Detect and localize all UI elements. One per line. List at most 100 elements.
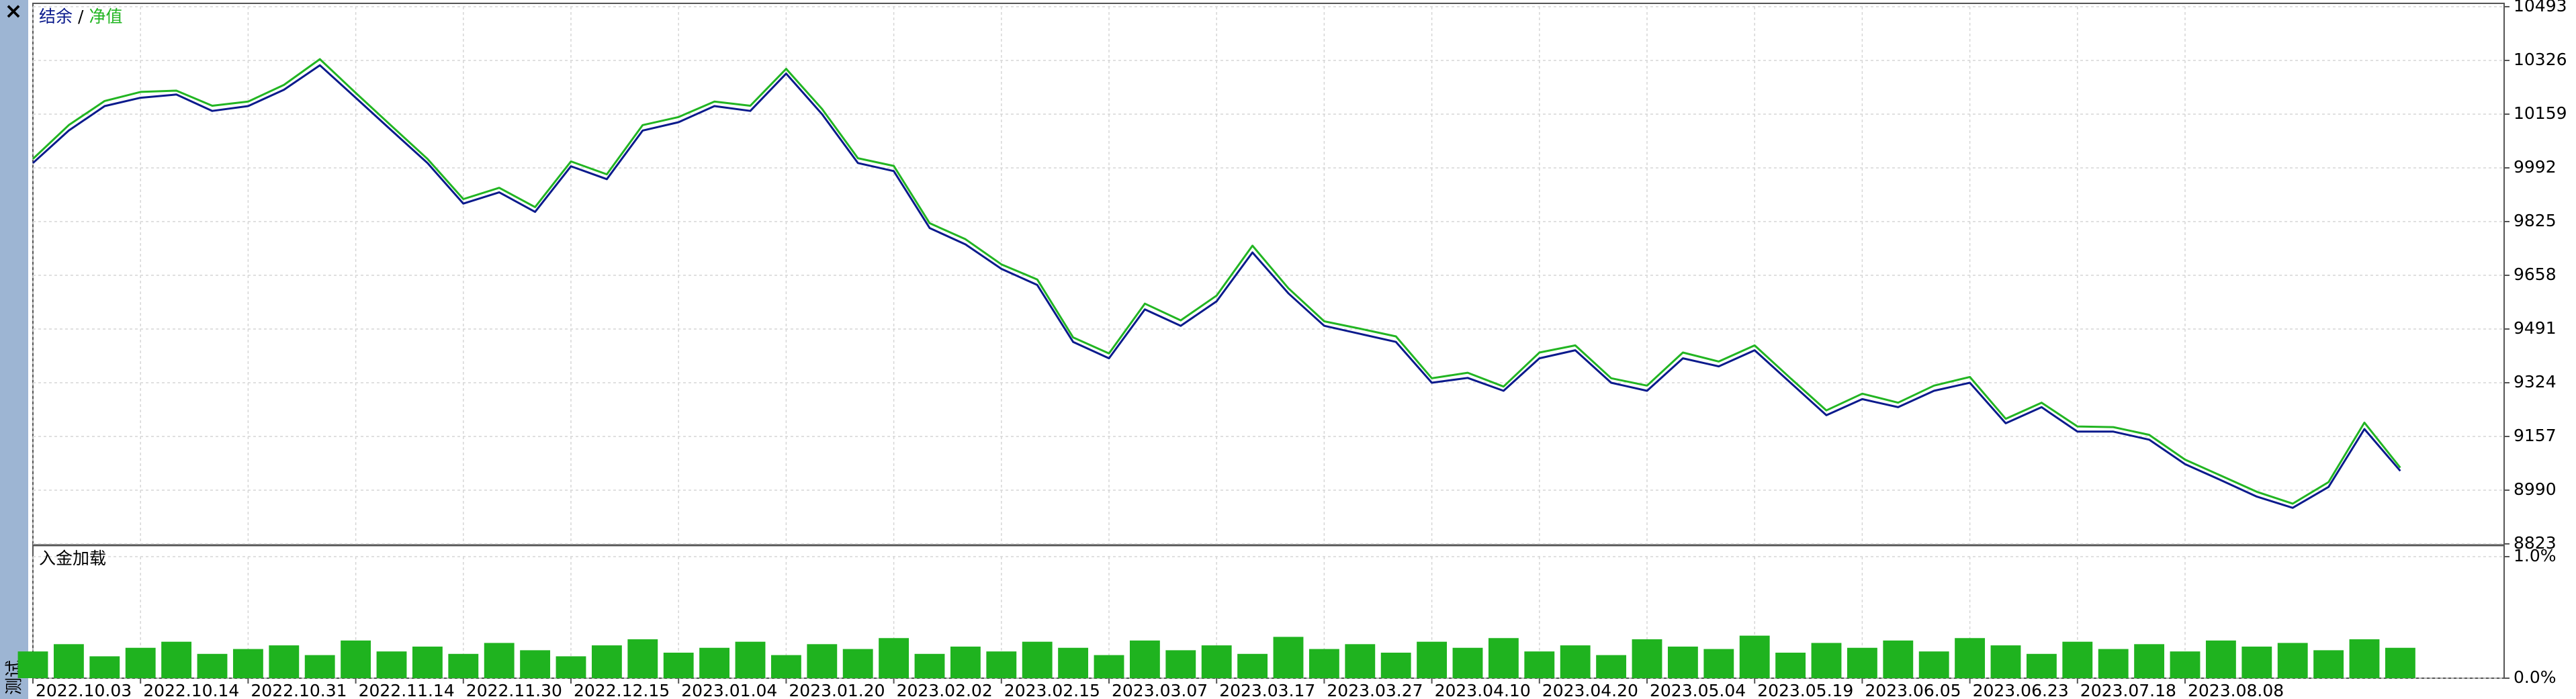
bar — [1667, 646, 1698, 678]
x-tick-label: 2022.12.15 — [574, 681, 670, 699]
y-tick-label: 9324 — [2514, 372, 2557, 391]
bar — [1918, 651, 1949, 678]
bar — [2098, 649, 2129, 678]
x-tick-label: 2023.03.17 — [1219, 681, 1315, 699]
bar — [304, 655, 335, 678]
bar — [53, 644, 84, 678]
bar — [1308, 649, 1339, 678]
bar — [1775, 652, 1806, 678]
bar — [1022, 641, 1053, 678]
y-tick-label: 10159 — [2514, 103, 2567, 123]
y-tick-label: 9491 — [2514, 318, 2557, 338]
x-tick-label: 2022.11.14 — [359, 681, 455, 699]
x-tick-label: 2023.02.15 — [1004, 681, 1100, 699]
legend-separator: / — [78, 7, 84, 26]
y-tick-label: 9825 — [2514, 211, 2557, 230]
y-tick-label: 9157 — [2514, 426, 2557, 445]
legend-entry: 净值 — [89, 7, 122, 26]
bar — [232, 649, 263, 678]
x-tick-label: 2023.03.07 — [1112, 681, 1208, 699]
bar — [448, 653, 479, 678]
y-tick-label: 0.0% — [2514, 667, 2557, 687]
x-tick-label: 2023.06.05 — [1865, 681, 1961, 699]
bar — [591, 645, 622, 678]
bar — [1811, 643, 1842, 678]
bar — [2241, 646, 2272, 678]
bar — [1058, 647, 1089, 678]
bar — [1129, 640, 1160, 678]
bar — [17, 651, 48, 678]
bar — [2026, 653, 2057, 678]
bar — [1703, 649, 1734, 678]
bar — [879, 638, 909, 678]
bar — [2062, 641, 2093, 678]
bar — [1596, 655, 1627, 678]
bar — [627, 639, 658, 678]
bar — [2313, 650, 2344, 678]
bar — [89, 656, 120, 678]
bar — [807, 644, 838, 678]
bar — [914, 653, 945, 678]
bar — [1273, 637, 1304, 678]
close-button[interactable]: × — [5, 0, 23, 24]
bar — [1488, 638, 1519, 678]
x-tick-label: 2023.07.18 — [2080, 681, 2176, 699]
bar — [1955, 638, 1986, 678]
bar — [735, 641, 766, 678]
bar — [1380, 652, 1411, 678]
bar — [1237, 653, 1268, 678]
y-tick-label: 8990 — [2514, 479, 2557, 499]
bar — [663, 652, 694, 678]
bar — [950, 646, 981, 678]
bar — [2277, 643, 2308, 678]
bar — [376, 651, 407, 678]
bar — [2385, 647, 2415, 678]
x-tick-label: 2022.11.30 — [466, 681, 562, 699]
side-panel — [0, 0, 28, 699]
x-tick-label: 2023.01.04 — [681, 681, 777, 699]
y-tick-label: 1.0% — [2514, 546, 2557, 565]
y-tick-label: 10493 — [2514, 0, 2567, 15]
bar — [1417, 641, 1448, 678]
y-tick-label: 9658 — [2514, 265, 2557, 284]
bar — [1345, 644, 1376, 678]
plot-frame — [32, 3, 2505, 679]
x-tick-label: 2023.04.20 — [1542, 681, 1638, 699]
bar — [341, 640, 371, 678]
bar — [699, 647, 730, 678]
series-line — [32, 64, 2401, 509]
y-tick-label: 9992 — [2514, 157, 2557, 177]
x-tick-label: 2023.04.10 — [1435, 681, 1531, 699]
bar — [2134, 644, 2165, 678]
bar — [1094, 655, 1124, 678]
bar — [1883, 640, 1914, 678]
x-tick-label: 2023.05.19 — [1757, 681, 1853, 699]
bar — [1201, 645, 1232, 678]
x-tick-label: 2022.10.03 — [36, 681, 132, 699]
bar — [197, 653, 228, 678]
bar — [520, 650, 551, 678]
y-tick-label: 10326 — [2514, 50, 2567, 69]
bar — [986, 651, 1017, 678]
bar — [1524, 651, 1555, 678]
x-tick-label: 2023.06.23 — [1973, 681, 2069, 699]
y-tick-label: 8823 — [2514, 533, 2557, 553]
bar — [770, 655, 801, 678]
bar — [269, 645, 300, 678]
x-tick-label: 2023.03.27 — [1327, 681, 1423, 699]
x-tick-label: 2023.02.02 — [897, 681, 993, 699]
bar — [484, 643, 515, 678]
bar — [1847, 647, 1877, 678]
series-line — [32, 58, 2401, 505]
bar — [1165, 650, 1196, 678]
bar — [842, 649, 873, 678]
panel-title: 入金加载 — [39, 549, 106, 568]
bar — [1739, 635, 1770, 678]
x-tick-label: 2023.08.08 — [2188, 681, 2284, 699]
bar — [161, 641, 192, 678]
x-tick-label: 2023.01.20 — [789, 681, 885, 699]
bar — [556, 656, 586, 678]
legend-entry: 结余 — [39, 7, 73, 26]
